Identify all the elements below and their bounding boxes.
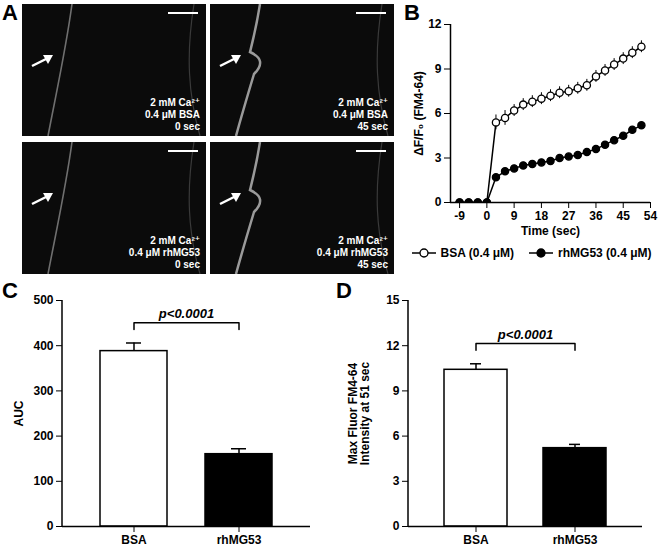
svg-text:0: 0 — [393, 519, 400, 533]
svg-text:p<0.0001: p<0.0001 — [158, 306, 214, 321]
svg-text:2 mM Ca²⁺: 2 mM Ca²⁺ — [150, 97, 200, 108]
svg-text:18: 18 — [535, 209, 549, 223]
svg-text:BSA: BSA — [463, 533, 489, 547]
svg-text:54: 54 — [644, 209, 658, 223]
svg-text:6: 6 — [435, 106, 442, 120]
svg-text:2 mM Ca²⁺: 2 mM Ca²⁺ — [338, 235, 388, 246]
html-text:BSA (0.4 μM): BSA (0.4 μM) — [440, 246, 515, 260]
svg-text:Max Fluor FM4-64Intensity at 5: Max Fluor FM4-64Intensity at 51 sec — [346, 361, 372, 465]
svg-text:45 sec: 45 sec — [357, 121, 388, 132]
svg-text:100: 100 — [33, 474, 53, 488]
svg-text:9: 9 — [393, 384, 400, 398]
svg-text:500: 500 — [33, 293, 53, 307]
svg-text:36: 36 — [589, 209, 603, 223]
svg-text:9: 9 — [435, 62, 442, 76]
svg-text:2 mM Ca²⁺: 2 mM Ca²⁺ — [338, 97, 388, 108]
svg-text:0 sec: 0 sec — [175, 121, 200, 132]
svg-text:300: 300 — [33, 384, 53, 398]
svg-text:BSA: BSA — [121, 533, 147, 547]
svg-text:12: 12 — [386, 339, 400, 353]
svg-text:AUC: AUC — [12, 400, 26, 426]
html-text:rhMG53 (0.4 μM): rhMG53 (0.4 μM) — [558, 246, 652, 260]
svg-text:3: 3 — [435, 151, 442, 165]
svg-text:400: 400 — [33, 339, 53, 353]
html-text:D: D — [336, 278, 352, 303]
html-text:C: C — [2, 278, 18, 303]
svg-text:0: 0 — [435, 195, 442, 209]
svg-text:0.4 μM rhMG53: 0.4 μM rhMG53 — [129, 247, 201, 258]
svg-text:rhMG53: rhMG53 — [553, 533, 598, 547]
svg-text:p<0.0001: p<0.0001 — [497, 327, 553, 342]
svg-text:2 mM Ca²⁺: 2 mM Ca²⁺ — [150, 235, 200, 246]
svg-text:-9: -9 — [454, 209, 465, 223]
html-text:A: A — [2, 0, 18, 25]
svg-text:200: 200 — [33, 429, 53, 443]
svg-text:9: 9 — [511, 209, 518, 223]
svg-text:0: 0 — [47, 519, 54, 533]
svg-text:0: 0 — [484, 209, 491, 223]
html-text:B: B — [404, 0, 420, 25]
svg-text:rhMG53: rhMG53 — [217, 533, 262, 547]
svg-text:0.4 μM rhMG53: 0.4 μM rhMG53 — [317, 247, 389, 258]
svg-text:0 sec: 0 sec — [175, 259, 200, 270]
svg-text:6: 6 — [393, 429, 400, 443]
svg-text:27: 27 — [562, 209, 576, 223]
svg-text:0.4 μM BSA: 0.4 μM BSA — [145, 109, 200, 120]
svg-text:45: 45 — [617, 209, 631, 223]
svg-text:15: 15 — [386, 293, 400, 307]
svg-text:Time (sec): Time (sec) — [521, 224, 580, 238]
svg-text:3: 3 — [393, 474, 400, 488]
svg-text:12: 12 — [428, 17, 442, 31]
svg-text:45 sec: 45 sec — [357, 259, 388, 270]
svg-text:ΔF/F₀ (FM4-64): ΔF/F₀ (FM4-64) — [412, 71, 426, 156]
svg-text:0.4 μM BSA: 0.4 μM BSA — [333, 109, 388, 120]
